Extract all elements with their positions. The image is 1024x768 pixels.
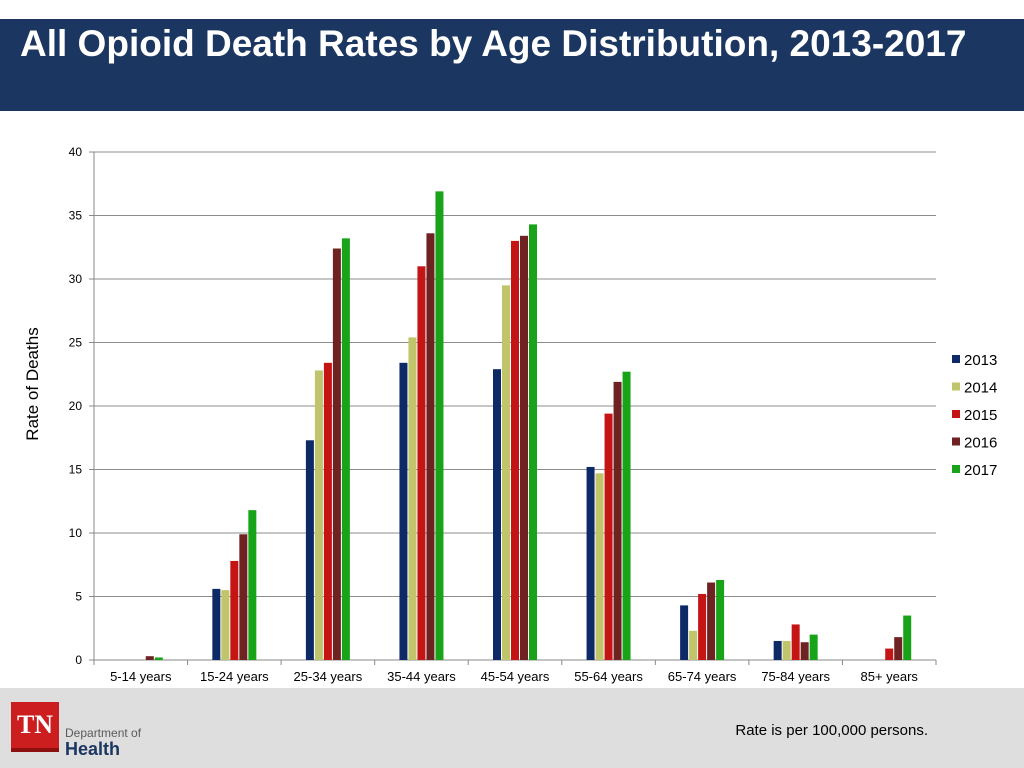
y-tick-label: 25 — [69, 336, 83, 350]
y-tick-label: 5 — [75, 590, 82, 604]
legend-label-2013: 2013 — [964, 352, 997, 369]
bar-2015-65-74-years — [698, 593, 707, 660]
title-bar: All Opioid Death Rates by Age Distributi… — [0, 19, 1024, 111]
bar-2013-55-64-years — [586, 466, 595, 660]
bar-2017-35-44-years — [435, 191, 444, 660]
bar-2016-15-24-years — [239, 534, 248, 660]
bar-2014-45-54-years — [502, 285, 510, 660]
bar-2016-85-years — [894, 637, 903, 660]
legend-swatch-2017 — [952, 465, 960, 473]
y-tick-label: 15 — [69, 463, 83, 477]
legend-swatch-2013 — [952, 355, 960, 363]
bar-2017-45-54-years — [529, 224, 537, 660]
department-label: Department of — [65, 726, 142, 740]
bar-2013-15-24-years — [212, 588, 221, 660]
bar-2015-75-84-years — [791, 624, 800, 660]
x-tick-label: 35-44 years — [387, 669, 456, 684]
legend-label-2015: 2015 — [964, 407, 997, 424]
x-tick-label: 45-54 years — [481, 669, 550, 684]
y-tick-label: 30 — [69, 272, 83, 286]
bar-2014-75-84-years — [782, 640, 791, 660]
y-tick-label: 35 — [69, 209, 83, 223]
x-tick-label: 5-14 years — [110, 669, 172, 684]
legend-swatch-2014 — [952, 382, 960, 391]
legend-label-2016: 2016 — [964, 435, 997, 452]
bar-2016-65-74-years — [707, 582, 716, 660]
bar-2016-75-84-years — [800, 642, 809, 660]
bar-2017-25-34-years — [341, 238, 350, 661]
x-tick-label: 55-64 years — [574, 669, 643, 684]
bar-2017-15-24-years — [248, 510, 257, 660]
page-title: All Opioid Death Rates by Age Distributi… — [20, 23, 967, 64]
bar-2016-35-44-years — [426, 233, 435, 660]
legend-label-2014: 2014 — [964, 380, 997, 397]
bar-2014-15-24-years — [221, 590, 230, 660]
y-tick-label: 0 — [75, 653, 82, 667]
bar-2013-35-44-years — [399, 362, 408, 660]
bar-2014-65-74-years — [689, 630, 698, 660]
legend-swatch-2015 — [952, 410, 960, 418]
health-label: Health — [65, 739, 121, 759]
x-tick-label: 25-34 years — [294, 669, 363, 684]
y-tick-label: 40 — [69, 145, 83, 159]
y-axis-label: Rate of Deaths — [23, 327, 42, 440]
bar-2015-55-64-years — [604, 413, 613, 660]
tn-logo: TN — [11, 702, 59, 752]
x-tick-label: 15-24 years — [200, 669, 269, 684]
bar-2017-5-14-years — [154, 657, 163, 660]
bar-2014-35-44-years — [408, 337, 417, 660]
legend-swatch-2016 — [952, 437, 960, 446]
x-tick-label: 85+ years — [860, 669, 918, 684]
x-tick-label: 65-74 years — [668, 669, 737, 684]
bar-2016-45-54-years — [520, 235, 528, 660]
bar-2016-5-14-years — [145, 656, 154, 660]
legend-label-2017: 2017 — [964, 462, 997, 479]
bar-2015-15-24-years — [230, 560, 239, 660]
bar-2016-25-34-years — [332, 248, 341, 660]
bar-2015-85-years — [885, 648, 894, 660]
bar-2013-75-84-years — [773, 640, 782, 660]
bar-2016-55-64-years — [613, 381, 622, 660]
bar-2017-85-years — [903, 615, 912, 660]
bar-2017-65-74-years — [716, 579, 725, 660]
bar-2014-25-34-years — [314, 370, 323, 660]
rate-footnote: Rate is per 100,000 persons. — [735, 722, 928, 739]
y-tick-label: 10 — [69, 526, 83, 540]
bar-2013-25-34-years — [305, 440, 314, 660]
bar-2015-45-54-years — [511, 240, 519, 660]
bar-2015-35-44-years — [417, 266, 426, 660]
bar-2017-75-84-years — [809, 634, 818, 660]
bar-chart: 0 5 10 15 20 25 30 35 40 Rate of Deaths 5-14 years… — [23, 145, 997, 684]
bar-2013-45-54-years — [493, 369, 501, 660]
bar-2013-65-74-years — [680, 605, 689, 660]
bar-2015-25-34-years — [323, 362, 332, 660]
x-tick-label: 75-84 years — [761, 669, 830, 684]
y-tick-label: 20 — [69, 399, 83, 413]
footer-bar — [0, 688, 1024, 768]
bar-2014-55-64-years — [595, 473, 604, 660]
bar-2017-55-64-years — [622, 371, 631, 660]
